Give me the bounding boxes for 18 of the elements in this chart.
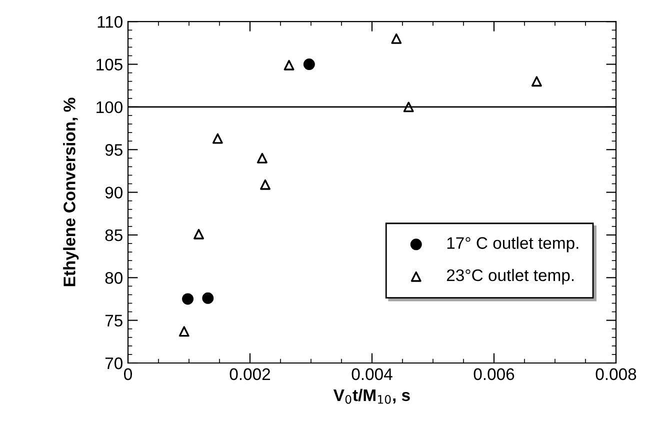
y-tick-label: 110 — [98, 16, 122, 28]
y-tick-label: 70 — [105, 357, 122, 370]
y-tick-label: 75 — [105, 314, 122, 327]
y-axis-title: Ethylene Conversion, % — [63, 98, 79, 286]
x-tick-label: 0.006 — [474, 368, 514, 380]
x-tick-label: 0.004 — [352, 368, 392, 380]
legend-label: 17° C outlet temp. — [447, 236, 578, 252]
legend-label: 23°C outlet temp. — [446, 268, 574, 284]
x-tick-label: 0 — [124, 368, 132, 380]
y-tick-label: 95 — [105, 144, 122, 156]
x-tick-label: 0.002 — [230, 368, 270, 380]
x-tick-label: 0.008 — [596, 368, 636, 380]
y-tick-label: 85 — [105, 229, 122, 242]
y-tick-label: 80 — [105, 272, 122, 284]
x-axis-title: V$_{0}$t/M$_{10}$, s — [333, 388, 410, 404]
y-tick-label: 105 — [96, 58, 122, 70]
y-tick-label: 90 — [105, 186, 122, 199]
y-tick-label: 100 — [96, 101, 122, 114]
